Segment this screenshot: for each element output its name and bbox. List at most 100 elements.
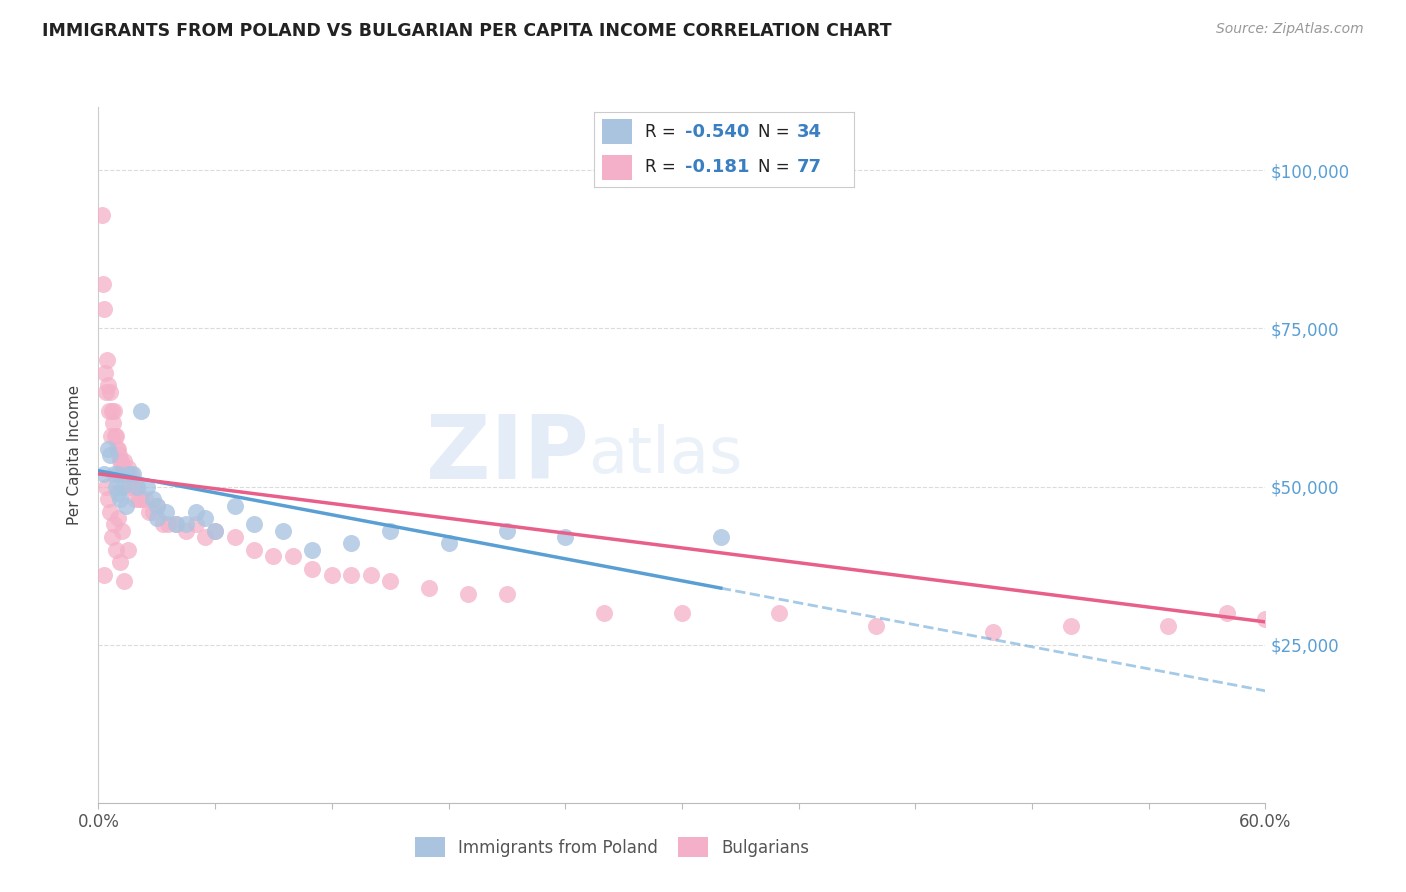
Point: [122, 479, 145, 493]
Point: [554, 530, 576, 544]
Point: [281, 549, 304, 563]
Point: [271, 524, 294, 538]
Bar: [602, 119, 631, 145]
Point: [865, 618, 887, 632]
Point: [418, 581, 440, 595]
Point: [146, 499, 169, 513]
Point: [122, 467, 145, 481]
Point: [146, 499, 169, 513]
Point: [114, 467, 136, 481]
Point: [165, 517, 187, 532]
Point: [380, 574, 402, 589]
Point: [114, 467, 136, 481]
Text: ZIP: ZIP: [426, 411, 589, 499]
Point: [184, 517, 207, 532]
Text: R =: R =: [645, 158, 686, 176]
Point: [96, 353, 118, 368]
Point: [593, 606, 616, 620]
Legend: Immigrants from Poland, Bulgarians: Immigrants from Poland, Bulgarians: [408, 830, 815, 864]
Point: [91, 277, 114, 292]
Point: [98, 384, 121, 399]
Point: [710, 530, 733, 544]
Point: [146, 511, 169, 525]
Point: [112, 574, 135, 589]
Text: atlas: atlas: [589, 424, 742, 486]
Point: [174, 524, 197, 538]
Point: [104, 542, 127, 557]
Text: IMMIGRANTS FROM POLAND VS BULGARIAN PER CAPITA INCOME CORRELATION CHART: IMMIGRANTS FROM POLAND VS BULGARIAN PER …: [42, 22, 891, 40]
Point: [496, 524, 519, 538]
Point: [128, 492, 150, 507]
Point: [136, 479, 159, 493]
Point: [101, 530, 124, 544]
Text: R =: R =: [645, 122, 681, 141]
Point: [94, 366, 117, 380]
Point: [111, 479, 134, 493]
Point: [340, 568, 363, 582]
Point: [127, 479, 149, 493]
Point: [224, 499, 246, 513]
Point: [112, 454, 135, 468]
Point: [98, 448, 121, 462]
Point: [108, 454, 131, 468]
Point: [91, 208, 114, 222]
Point: [96, 384, 118, 399]
Point: [204, 524, 226, 538]
Point: [142, 505, 165, 519]
Point: [111, 460, 134, 475]
Point: [105, 442, 128, 456]
Text: 77: 77: [797, 158, 823, 176]
Point: [117, 467, 139, 481]
Text: -0.540: -0.540: [685, 122, 749, 141]
Point: [111, 467, 134, 481]
Point: [194, 530, 217, 544]
Point: [224, 530, 246, 544]
Point: [360, 568, 382, 582]
Text: N =: N =: [758, 158, 794, 176]
Point: [114, 499, 136, 513]
Text: 34: 34: [797, 122, 823, 141]
Point: [97, 492, 120, 507]
Point: [671, 606, 693, 620]
Point: [768, 606, 790, 620]
Point: [108, 448, 131, 462]
Point: [107, 486, 129, 500]
Point: [301, 562, 323, 576]
Point: [174, 517, 197, 532]
Point: [97, 378, 120, 392]
Point: [93, 302, 115, 317]
Point: [142, 492, 165, 507]
Text: Source: ZipAtlas.com: Source: ZipAtlas.com: [1216, 22, 1364, 37]
Point: [437, 536, 460, 550]
Point: [134, 492, 156, 507]
Point: [117, 460, 139, 475]
Point: [1157, 618, 1180, 632]
Point: [157, 517, 180, 532]
Point: [103, 467, 125, 481]
Point: [1254, 612, 1277, 626]
Point: [127, 479, 149, 493]
Point: [204, 524, 226, 538]
Bar: [602, 154, 631, 179]
Point: [165, 517, 187, 532]
Text: -0.181: -0.181: [685, 158, 749, 176]
Point: [98, 403, 121, 417]
Point: [107, 511, 129, 525]
Point: [117, 542, 139, 557]
Point: [121, 467, 143, 481]
Point: [194, 511, 217, 525]
Point: [262, 549, 284, 563]
Point: [110, 454, 132, 468]
Point: [152, 517, 174, 532]
Point: [184, 505, 207, 519]
Point: [107, 467, 129, 481]
Point: [107, 442, 129, 456]
Point: [101, 417, 124, 431]
Y-axis label: Per Capita Income: Per Capita Income: [67, 384, 83, 525]
Point: [101, 403, 124, 417]
Point: [93, 568, 115, 582]
Point: [981, 625, 1004, 640]
Point: [118, 479, 141, 493]
Point: [111, 524, 134, 538]
Point: [457, 587, 479, 601]
